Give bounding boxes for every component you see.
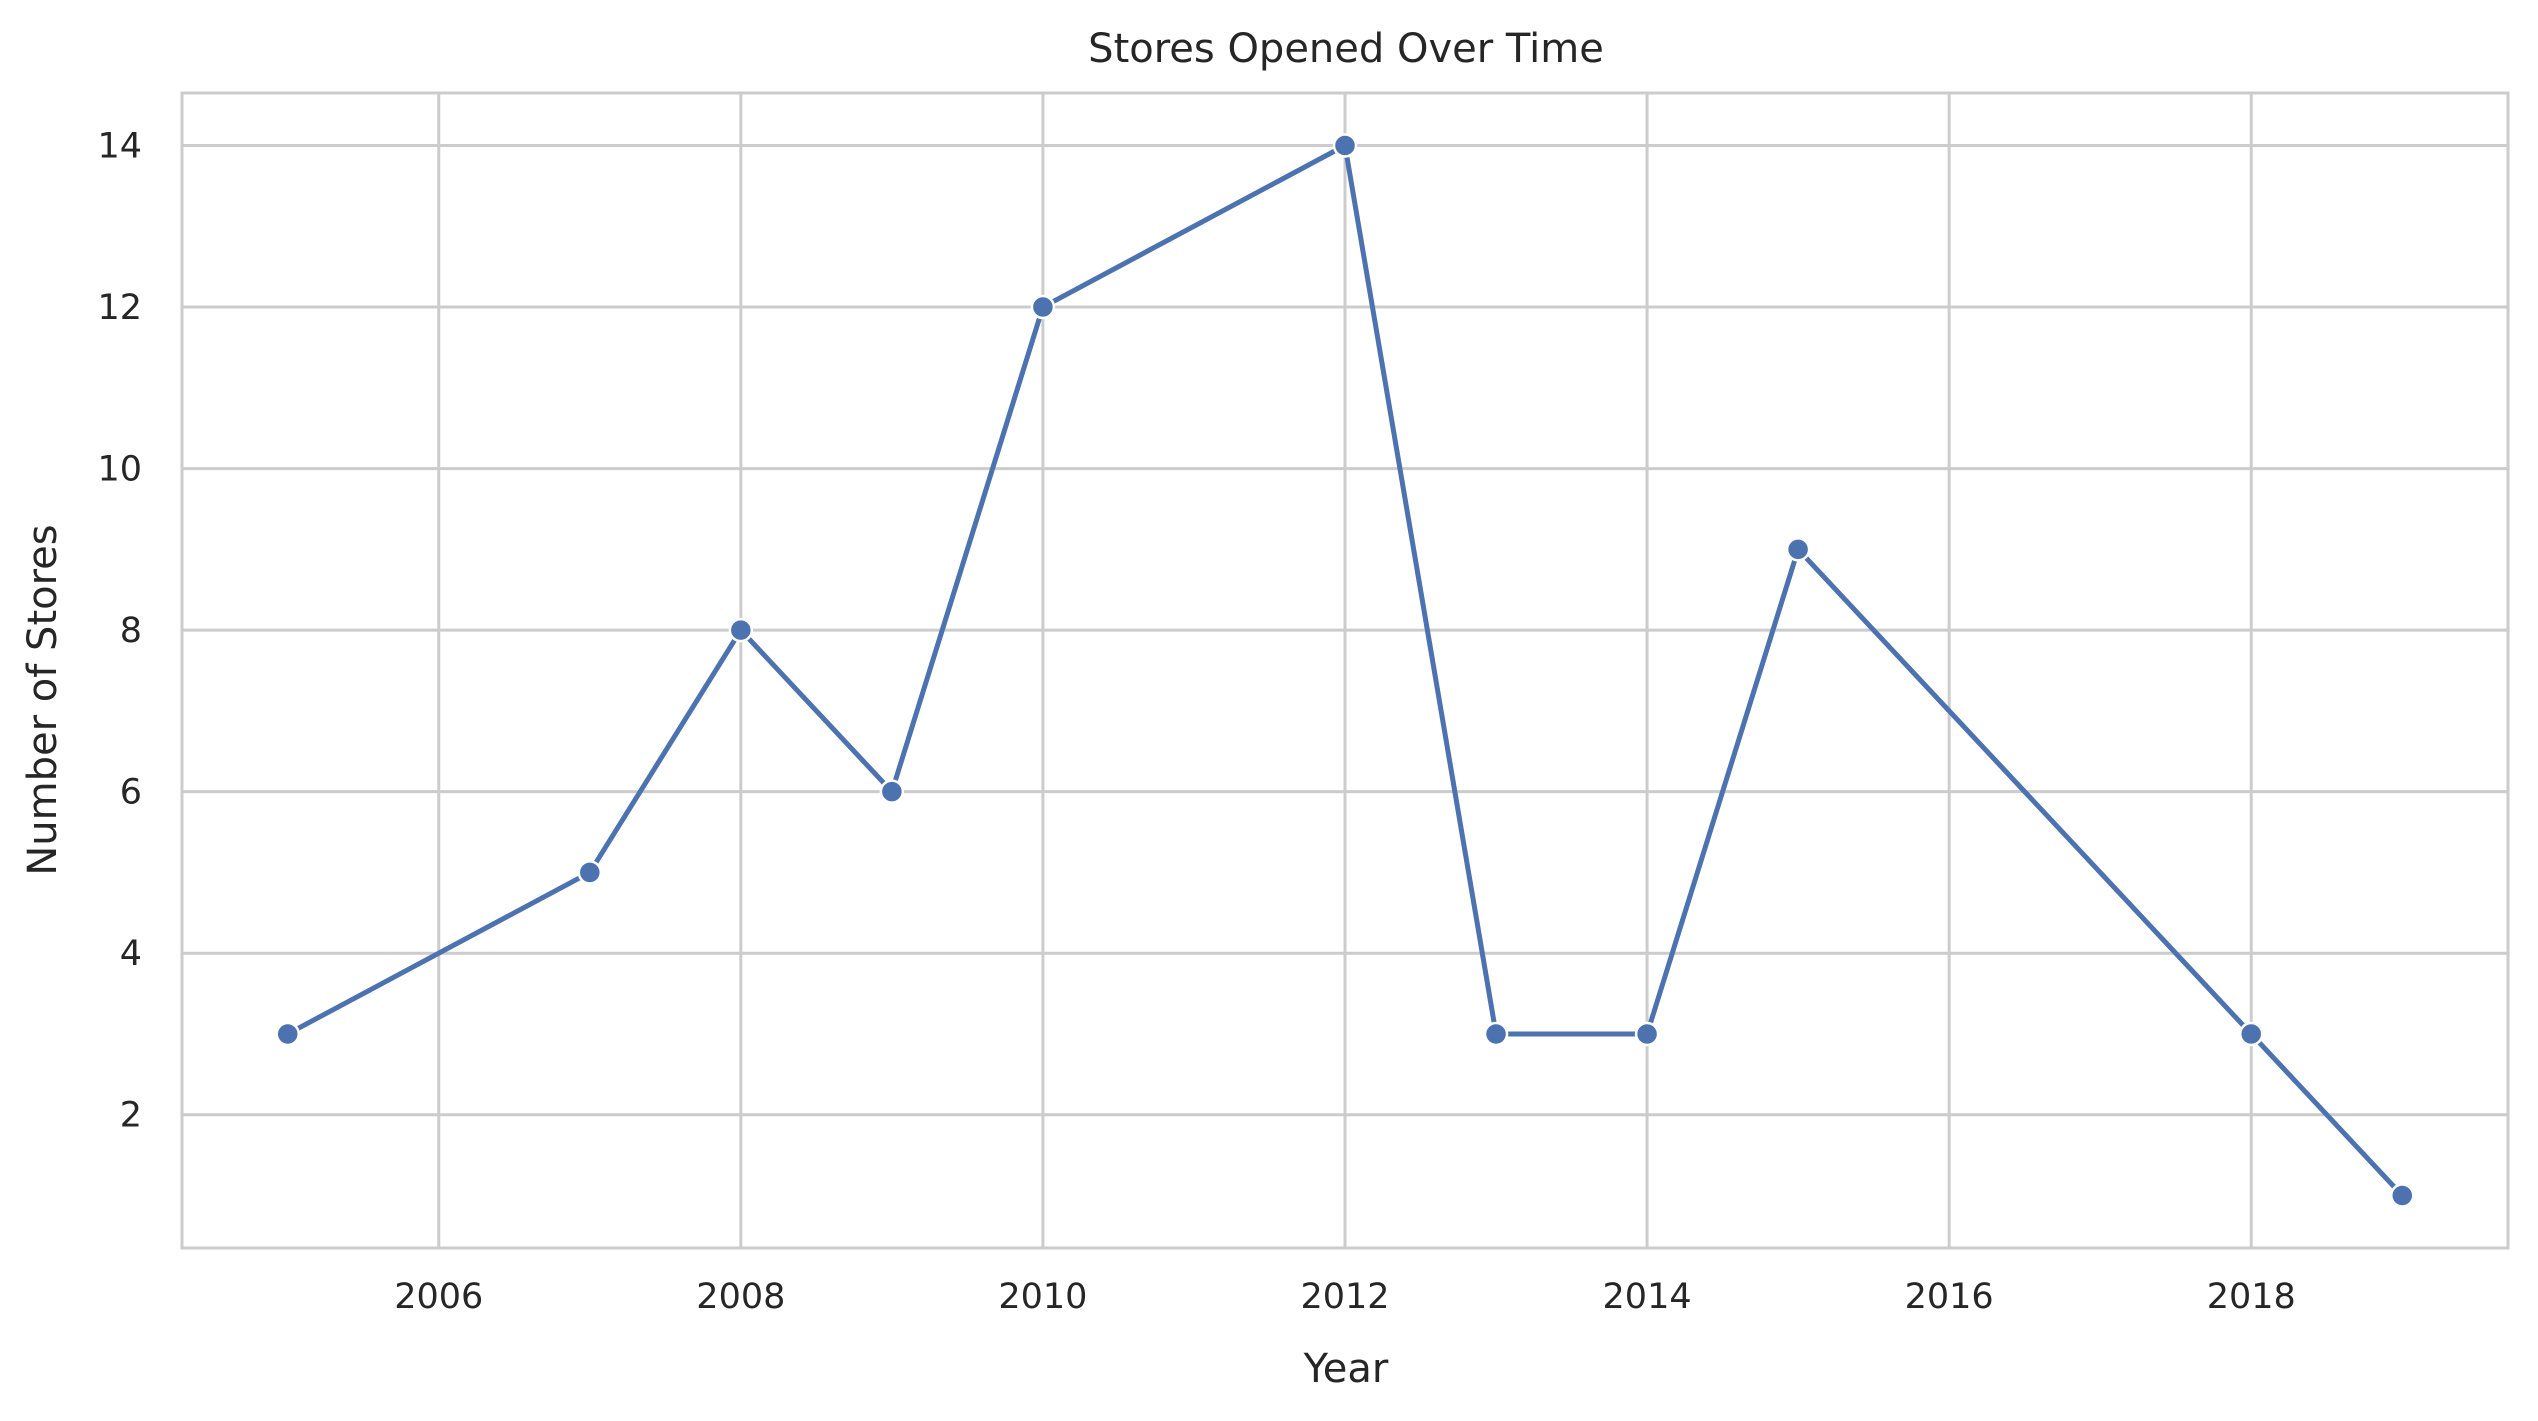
data-point [1785,537,1811,562]
y-axis-label: Number of Stores [20,524,66,875]
y-axis-ticks: 2 4 6 8 10 12 14 [97,127,142,1136]
x-axis-label: Year [1303,1346,1389,1392]
y-tick-label: 4 [120,934,142,974]
y-tick-label: 14 [97,127,142,167]
data-point [577,860,603,885]
series-group [275,133,2415,1208]
y-tick-label: 6 [120,773,142,813]
data-point [1483,1021,1509,1047]
x-tick-label: 2008 [696,1277,785,1317]
data-point [879,779,905,804]
plot-area-frame [180,91,2510,1250]
x-tick-label: 2012 [1300,1277,1389,1317]
x-tick-label: 2014 [1603,1277,1692,1317]
x-axis-ticks: 2006 2008 2010 2012 2014 2016 2018 [394,1277,2296,1317]
x-tick-label: 2016 [1905,1277,1994,1317]
x-tick-label: 2018 [2207,1277,2296,1317]
data-point [728,617,754,643]
data-point [1332,133,1358,158]
x-tick-label: 2010 [998,1277,1087,1317]
data-point [1030,294,1056,320]
y-tick-label: 10 [97,450,142,490]
data-point [2390,1183,2415,1208]
data-point [1634,1021,1660,1047]
y-tick-label: 8 [120,611,142,651]
x-tick-label: 2006 [394,1277,483,1317]
data-point [275,1021,300,1047]
y-tick-label: 12 [97,288,142,328]
chart-title: Stores Opened Over Time [1088,26,1604,72]
y-tick-label: 2 [120,1096,142,1136]
data-point [2238,1021,2264,1047]
